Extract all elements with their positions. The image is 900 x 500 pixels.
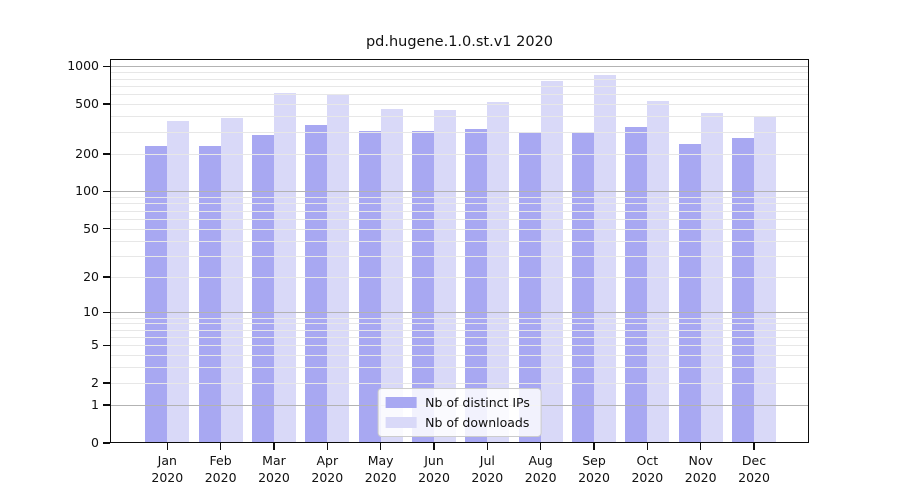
y-tick-mark xyxy=(103,276,110,278)
x-tick-mark xyxy=(166,443,169,450)
x-tick-mark xyxy=(219,443,222,450)
bar-distinct-ips-aug xyxy=(518,132,541,443)
y-tick-label: 1 xyxy=(91,397,99,413)
bar-downloads-aug xyxy=(540,80,563,443)
bar-downloads-dec xyxy=(754,116,777,443)
bar-distinct-ips-dec xyxy=(732,138,755,443)
x-tick-mark xyxy=(699,443,702,450)
bar-downloads-apr xyxy=(327,95,350,443)
y-tick-label: 20 xyxy=(83,269,99,285)
y-tick-mark xyxy=(103,153,110,155)
legend-entry-distinct-ips: Nb of distinct IPs xyxy=(385,395,530,410)
y-tick-label: 500 xyxy=(75,96,99,112)
x-tick-label: Sep 2020 xyxy=(578,453,610,485)
y-tick-label: 100 xyxy=(75,183,99,199)
legend-label: Nb of distinct IPs xyxy=(425,395,530,410)
x-tick-label: Jul 2020 xyxy=(471,453,504,485)
x-tick-mark xyxy=(433,443,435,450)
legend-swatch xyxy=(385,417,417,428)
y-tick-mark xyxy=(103,344,110,347)
x-tick-label: May 2020 xyxy=(364,453,397,485)
y-tick-label: 200 xyxy=(75,145,99,161)
x-tick-mark xyxy=(539,443,542,450)
x-tick-mark xyxy=(379,443,382,450)
legend: Nb of distinct IPs Nb of downloads xyxy=(377,388,542,437)
x-tick-label: Jan 2020 xyxy=(151,453,184,485)
y-tick-label: 2 xyxy=(91,375,99,391)
bar-distinct-ips-mar xyxy=(251,135,274,443)
y-tick-mark xyxy=(103,103,110,105)
x-tick-label: Feb 2020 xyxy=(204,453,237,485)
bar-downloads-feb xyxy=(220,118,243,443)
x-tick-mark xyxy=(326,443,329,450)
bar-distinct-ips-jul xyxy=(465,128,488,443)
y-tick-label: 0 xyxy=(91,435,99,450)
legend-entry-downloads: Nb of downloads xyxy=(385,415,530,430)
legend-label: Nb of downloads xyxy=(425,415,530,430)
y-tick-label: 5 xyxy=(91,337,99,353)
bar-distinct-ips-jan xyxy=(145,146,168,443)
bar-downloads-oct xyxy=(647,100,670,443)
bar-downloads-may xyxy=(380,109,403,443)
y-tick-mark xyxy=(103,65,110,68)
y-tick-mark xyxy=(103,227,110,230)
bar-distinct-ips-may xyxy=(358,131,381,443)
x-tick-mark xyxy=(486,443,489,450)
x-tick-label: Jun 2020 xyxy=(418,453,450,485)
y-tick-mark xyxy=(103,382,110,384)
x-tick-mark xyxy=(646,443,649,450)
y-tick-mark xyxy=(103,442,110,444)
x-tick-label: Oct 2020 xyxy=(631,453,664,485)
bars-layer xyxy=(110,59,809,443)
y-tick-label: 50 xyxy=(83,220,99,236)
x-tick-mark xyxy=(593,443,595,450)
x-tick-label: Apr 2020 xyxy=(311,453,344,485)
bar-downloads-nov xyxy=(700,112,723,443)
bar-distinct-ips-sep xyxy=(572,132,595,443)
bar-downloads-jan xyxy=(167,121,190,443)
bar-downloads-mar xyxy=(273,92,296,443)
bar-distinct-ips-nov xyxy=(678,144,701,443)
bar-downloads-sep xyxy=(594,75,617,443)
bar-downloads-jun xyxy=(434,109,456,443)
y-tick-label: 10 xyxy=(83,304,99,320)
plot-area: Nb of distinct IPs Nb of downloads xyxy=(110,59,809,443)
bar-distinct-ips-oct xyxy=(625,126,648,443)
y-tick-mark xyxy=(103,311,110,314)
x-tick-label: Nov 2020 xyxy=(684,453,717,485)
chart-title: pd.hugene.1.0.st.v1 2020 xyxy=(365,34,554,50)
legend-swatch xyxy=(385,397,417,408)
bar-distinct-ips-apr xyxy=(305,124,328,443)
x-tick-label: Mar 2020 xyxy=(258,453,290,485)
bar-downloads-jul xyxy=(487,102,510,443)
bar-distinct-ips-feb xyxy=(198,145,221,443)
bar-distinct-ips-jun xyxy=(412,131,434,443)
x-tick-label: Aug 2020 xyxy=(524,453,557,485)
x-tick-mark xyxy=(753,443,755,450)
y-tick-mark xyxy=(103,190,110,193)
x-tick-label: Dec 2020 xyxy=(738,453,770,485)
y-tick-mark xyxy=(103,404,110,406)
y-tick-label: 1000 xyxy=(67,58,99,74)
x-tick-mark xyxy=(273,443,275,450)
